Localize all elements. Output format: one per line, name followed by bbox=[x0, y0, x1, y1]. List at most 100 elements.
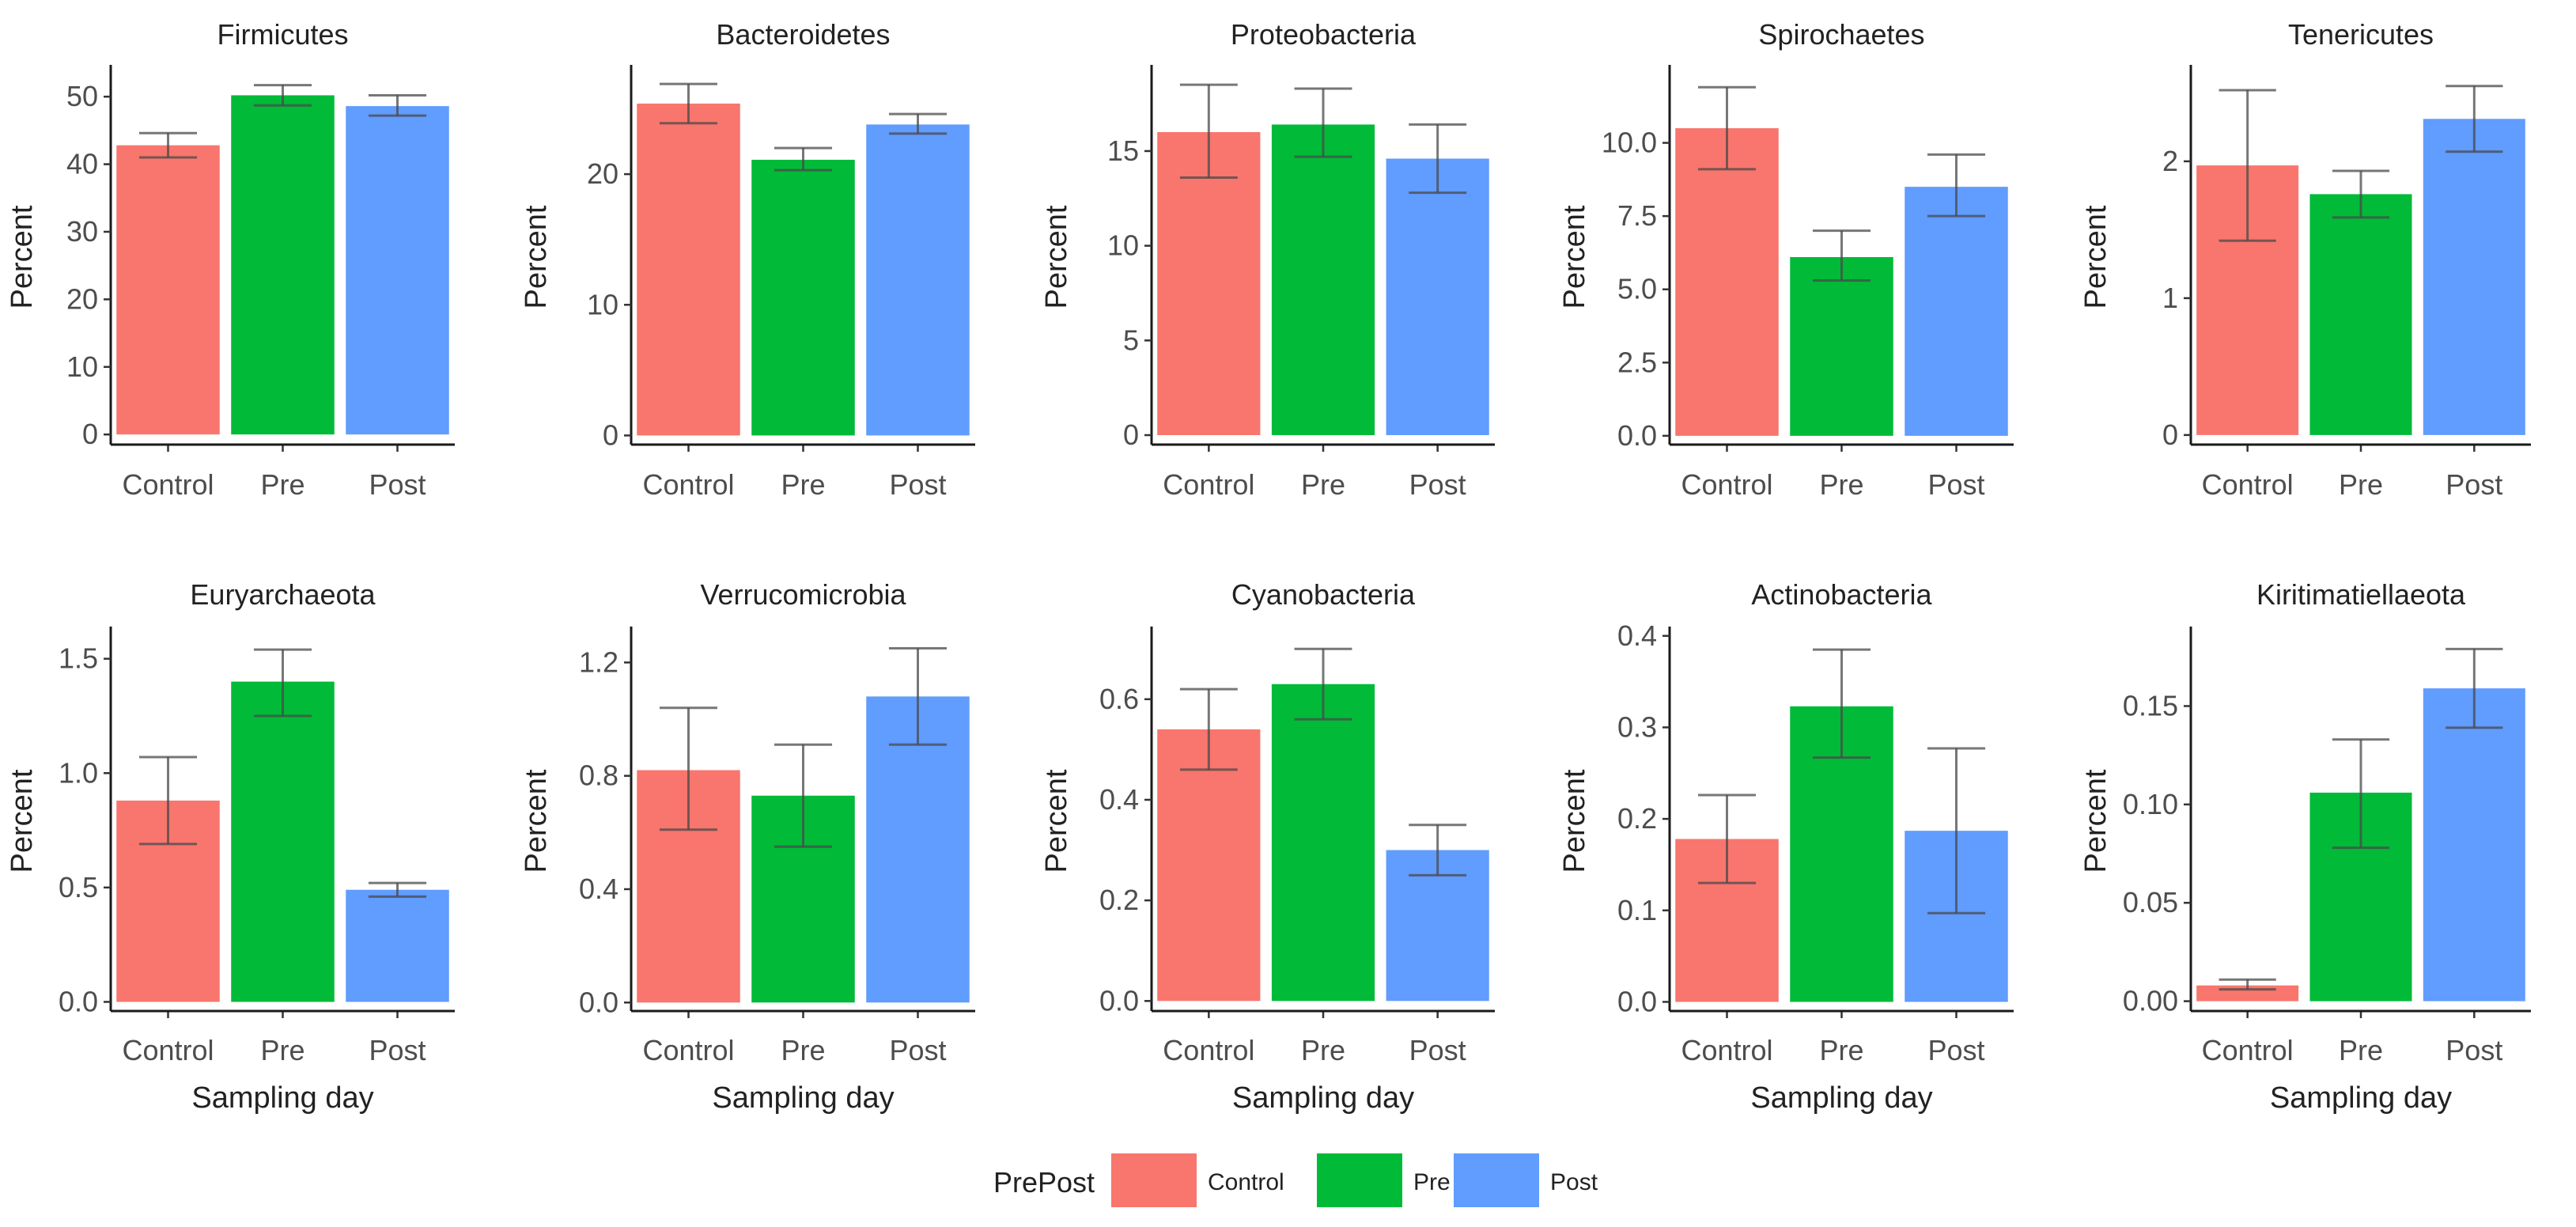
y-axis-title: Percent bbox=[1040, 205, 1073, 309]
y-tick-label: 20 bbox=[66, 282, 98, 315]
bar-post bbox=[346, 106, 449, 435]
panel-title: Cyanobacteria bbox=[1231, 578, 1416, 611]
x-tick-label: Control bbox=[2202, 1034, 2294, 1066]
x-axis-title: Sampling day bbox=[1232, 1081, 1414, 1115]
bar-control bbox=[1157, 729, 1261, 1002]
x-tick-label: Post bbox=[2445, 1034, 2502, 1066]
x-tick-label: Post bbox=[1927, 468, 1984, 501]
panel-title: Actinobacteria bbox=[1751, 578, 1932, 611]
y-tick-label: 40 bbox=[66, 148, 98, 180]
panel-tenericutes: Tenericutes Control Pre Post 0 1 2 Percent bbox=[2079, 18, 2531, 501]
x-tick-label: Post bbox=[1409, 468, 1466, 501]
x-axis-title: Sampling day bbox=[712, 1081, 894, 1115]
panel-spirochaetes: Spirochaetes Control Pre Post 0.0 2.5 5.0 7.5 10… bbox=[1558, 18, 2014, 501]
y-tick-label: 0.4 bbox=[579, 873, 618, 905]
panel-euryarchaeota: Euryarchaeota Control Pre Post 0.0 0.5 1.0 1.5 P… bbox=[6, 578, 455, 1115]
y-axis-title: Percent bbox=[1558, 205, 1591, 309]
y-tick-label: 0.3 bbox=[1617, 710, 1657, 743]
y-axis-title: Percent bbox=[2079, 205, 2113, 309]
x-tick-label: Post bbox=[889, 1034, 946, 1066]
x-tick-label: Pre bbox=[781, 468, 825, 501]
x-tick-label: Pre bbox=[260, 468, 305, 501]
bar-pre bbox=[2309, 194, 2412, 435]
x-tick-label: Pre bbox=[1301, 468, 1345, 501]
y-tick-label: 0 bbox=[82, 418, 98, 450]
bar-control bbox=[116, 145, 220, 435]
bar-post bbox=[866, 696, 970, 1003]
bar-pre bbox=[231, 681, 335, 1002]
x-tick-label: Post bbox=[2445, 468, 2502, 501]
bar-post bbox=[346, 889, 449, 1002]
y-tick-label: 0.0 bbox=[1617, 419, 1657, 452]
y-tick-label: 0 bbox=[1123, 418, 1139, 451]
panel-kiritimatiellaeota: Kiritimatiellaeota Control Pre Post 0.00 0.05… bbox=[2079, 578, 2531, 1115]
y-tick-label: 0.00 bbox=[2123, 985, 2178, 1017]
y-tick-label: 15 bbox=[1107, 134, 1139, 167]
y-axis-title: Percent bbox=[1040, 769, 1073, 873]
bar-pre bbox=[1271, 124, 1375, 436]
x-axis-title: Sampling day bbox=[191, 1081, 373, 1115]
y-tick-label: 10 bbox=[66, 350, 98, 383]
x-tick-label: Pre bbox=[1819, 468, 1863, 501]
y-tick-label: 0.1 bbox=[1617, 894, 1657, 926]
y-tick-label: 0.8 bbox=[579, 759, 618, 792]
y-tick-label: 0.0 bbox=[579, 986, 618, 1018]
bar-post bbox=[1386, 158, 1489, 436]
panel-title: Bacteroidetes bbox=[716, 18, 890, 51]
x-tick-label: Pre bbox=[1301, 1034, 1345, 1066]
x-axis-title: Sampling day bbox=[2270, 1081, 2452, 1115]
y-tick-label: 50 bbox=[66, 80, 98, 112]
x-tick-label: Control bbox=[1163, 468, 1254, 501]
y-tick-label: 0.15 bbox=[2123, 690, 2178, 722]
legend-title: PrePost bbox=[993, 1166, 1095, 1199]
y-tick-label: 0.6 bbox=[1099, 683, 1139, 715]
x-tick-label: Control bbox=[642, 468, 734, 501]
y-tick-label: 10.0 bbox=[1602, 127, 1657, 159]
y-tick-label: 5.0 bbox=[1617, 273, 1657, 305]
bar-pre bbox=[231, 95, 335, 435]
x-tick-label: Control bbox=[1163, 1034, 1254, 1066]
y-tick-label: 0.0 bbox=[59, 985, 98, 1017]
y-tick-label: 0.2 bbox=[1617, 802, 1657, 835]
legend: PrePost Control Pre Post bbox=[993, 1153, 1598, 1207]
bar-post bbox=[866, 124, 970, 436]
panel-title: Tenericutes bbox=[2288, 18, 2434, 51]
panel-proteobacteria: Proteobacteria Control Pre Post 0 5 10 15 Percen… bbox=[1040, 18, 1495, 501]
bar-control bbox=[1157, 132, 1261, 436]
y-tick-label: 0 bbox=[2162, 418, 2178, 451]
y-axis-title: Percent bbox=[1558, 769, 1591, 873]
y-tick-label: 0.10 bbox=[2123, 788, 2178, 820]
legend-label-control: Control bbox=[1208, 1169, 1284, 1195]
y-tick-label: 5 bbox=[1123, 324, 1139, 356]
bar-pre bbox=[751, 159, 855, 436]
y-axis-title: Percent bbox=[2079, 769, 2113, 873]
x-tick-label: Pre bbox=[260, 1034, 305, 1066]
x-tick-label: Post bbox=[889, 468, 946, 501]
x-tick-label: Post bbox=[1927, 1034, 1984, 1066]
x-tick-label: Pre bbox=[1819, 1034, 1863, 1066]
y-tick-label: 2.5 bbox=[1617, 346, 1657, 378]
panel-bacteroidetes: Bacteroidetes Control Pre Post 0 10 20 Percent bbox=[520, 18, 975, 501]
x-tick-label: Post bbox=[369, 468, 426, 501]
legend-swatch-control bbox=[1111, 1153, 1197, 1207]
panel-title: Kiritimatiellaeota bbox=[2256, 578, 2466, 611]
y-tick-label: 0.4 bbox=[1099, 783, 1139, 816]
panel-title: Firmicutes bbox=[217, 18, 348, 51]
y-tick-label: 7.5 bbox=[1617, 199, 1657, 232]
x-tick-label: Control bbox=[1681, 1034, 1772, 1066]
y-axis-title: Percent bbox=[6, 769, 39, 873]
x-tick-label: Control bbox=[642, 1034, 734, 1066]
y-tick-label: 30 bbox=[66, 215, 98, 248]
panel-title: Proteobacteria bbox=[1231, 18, 1417, 51]
legend-swatch-post bbox=[1454, 1153, 1539, 1207]
bar-post bbox=[2423, 688, 2525, 1002]
y-tick-label: 0.2 bbox=[1099, 884, 1139, 916]
y-tick-label: 0.0 bbox=[1099, 984, 1139, 1017]
y-tick-label: 0.4 bbox=[1617, 619, 1657, 652]
y-tick-label: 0.5 bbox=[59, 871, 98, 903]
y-axis-title: Percent bbox=[520, 205, 553, 309]
y-tick-label: 2 bbox=[2162, 145, 2178, 177]
y-tick-label: 1.2 bbox=[579, 646, 618, 678]
bar-pre bbox=[1271, 684, 1375, 1002]
bar-control bbox=[637, 103, 740, 436]
